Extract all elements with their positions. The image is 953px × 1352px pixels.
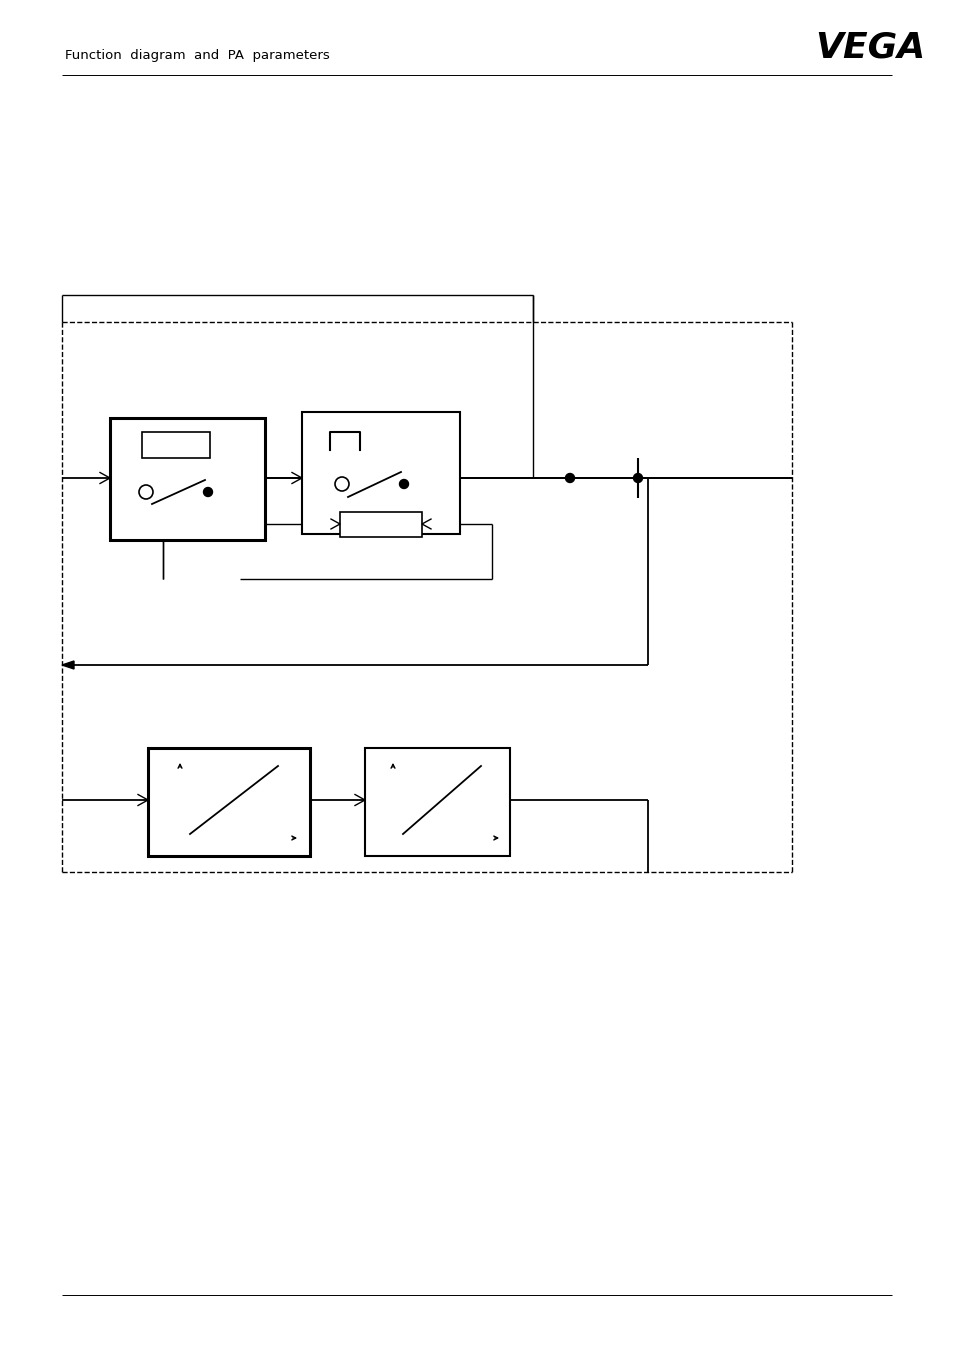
Circle shape [633,473,641,483]
Circle shape [139,485,152,499]
Circle shape [565,473,574,483]
Text: VEGA: VEGA [814,31,924,65]
Bar [302,412,459,534]
Bar [365,748,510,856]
Circle shape [203,488,213,496]
Bar [339,512,421,537]
Circle shape [399,480,408,488]
Circle shape [335,477,349,491]
Polygon shape [62,661,74,669]
Bar [142,433,210,458]
Text: Function  diagram  and  PA  parameters: Function diagram and PA parameters [65,49,330,61]
Bar [110,418,265,539]
Bar [148,748,310,856]
